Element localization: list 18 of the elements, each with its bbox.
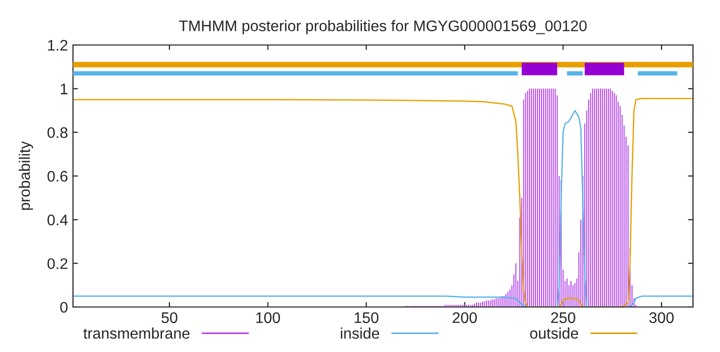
y-tick-label: 0 <box>60 302 68 313</box>
y-tick-label: 0.2 <box>48 258 68 270</box>
x-tick-label: 100 <box>256 312 280 324</box>
y-tick-label: 0.8 <box>48 127 68 138</box>
y-tick-label: 0.4 <box>48 214 68 226</box>
y-axis-title: probability <box>18 141 34 210</box>
legend-label: outside <box>530 328 578 339</box>
x-tick-label: 50 <box>162 312 178 324</box>
x-tick-label: 150 <box>354 312 378 324</box>
x-tick-label: 250 <box>551 312 576 324</box>
legend-label: transmembrane <box>83 328 190 339</box>
y-tick-label: 0.6 <box>48 170 68 182</box>
y-tick-label: 1 <box>60 84 68 94</box>
x-tick-label: 200 <box>452 312 477 324</box>
x-tick-label: 300 <box>649 312 674 324</box>
chart-title: TMHMM posterior probabilities for MGYG000001569_00120 <box>179 20 587 34</box>
legend-label: inside <box>340 328 380 339</box>
y-tick-label: 1.2 <box>48 40 68 51</box>
